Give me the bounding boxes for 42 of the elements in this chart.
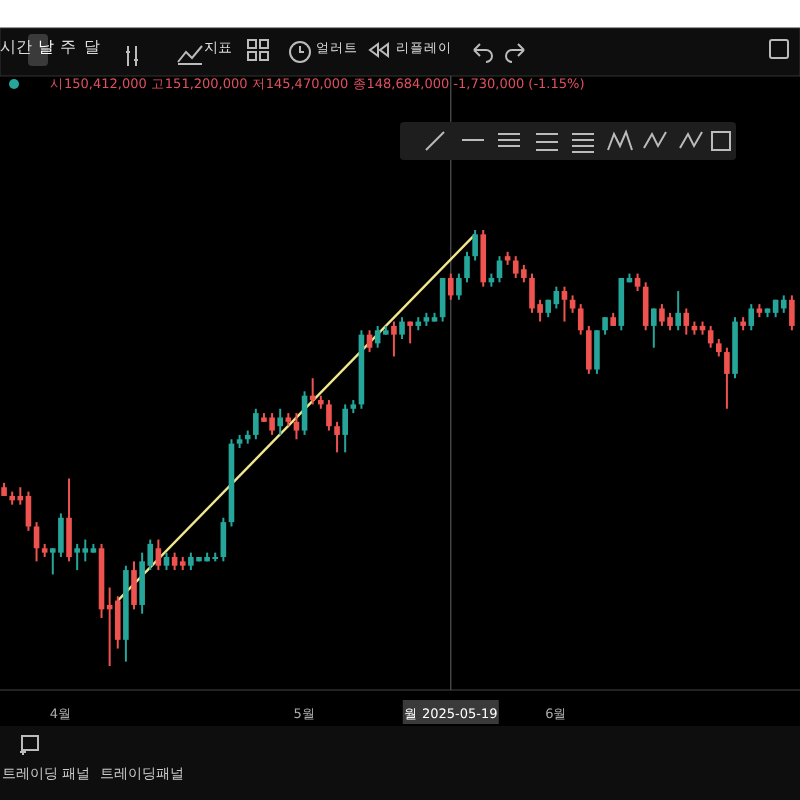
candlestick: [58, 512, 64, 558]
candlestick: [66, 477, 72, 563]
candlestick: [139, 551, 145, 615]
candlestick: [220, 516, 227, 563]
candlestick: [594, 329, 600, 375]
candlestick: [464, 250, 470, 284]
candlestick: [301, 390, 308, 436]
candlestick: [155, 538, 162, 572]
candlestick: [277, 407, 283, 436]
candlestick: [472, 229, 478, 262]
candlestick: [480, 229, 487, 288]
candlestick: [651, 307, 657, 349]
text: 날: [38, 38, 54, 56]
candlestick: [82, 538, 89, 563]
candlestick: [675, 290, 681, 332]
candlestick: [577, 303, 584, 336]
candlestick: [724, 346, 730, 410]
candlestick: [748, 303, 755, 332]
candlestick: [447, 272, 454, 301]
candlestick: [399, 316, 405, 340]
candlestick: [33, 521, 40, 563]
candlestick: [131, 560, 137, 611]
text: 주: [60, 38, 76, 56]
candlestick: [529, 272, 535, 314]
candlestick: [659, 303, 665, 327]
text: 시간: [0, 38, 32, 56]
candlestick: [683, 307, 690, 336]
text: 달: [84, 38, 100, 56]
candlestick: [326, 399, 332, 432]
candlestick: [334, 420, 340, 454]
candlestick: [391, 320, 397, 358]
candlestick: [269, 412, 275, 436]
candlestick: [456, 272, 462, 301]
candlestick: [512, 255, 519, 279]
candlestick: [561, 285, 568, 323]
candlestick: [253, 407, 259, 441]
candlestick: [586, 324, 592, 375]
candlestick: [114, 595, 121, 650]
candlestick: [74, 542, 80, 572]
candlestick: [789, 294, 795, 332]
candlestick: [342, 403, 348, 454]
candlestick: [293, 412, 300, 441]
